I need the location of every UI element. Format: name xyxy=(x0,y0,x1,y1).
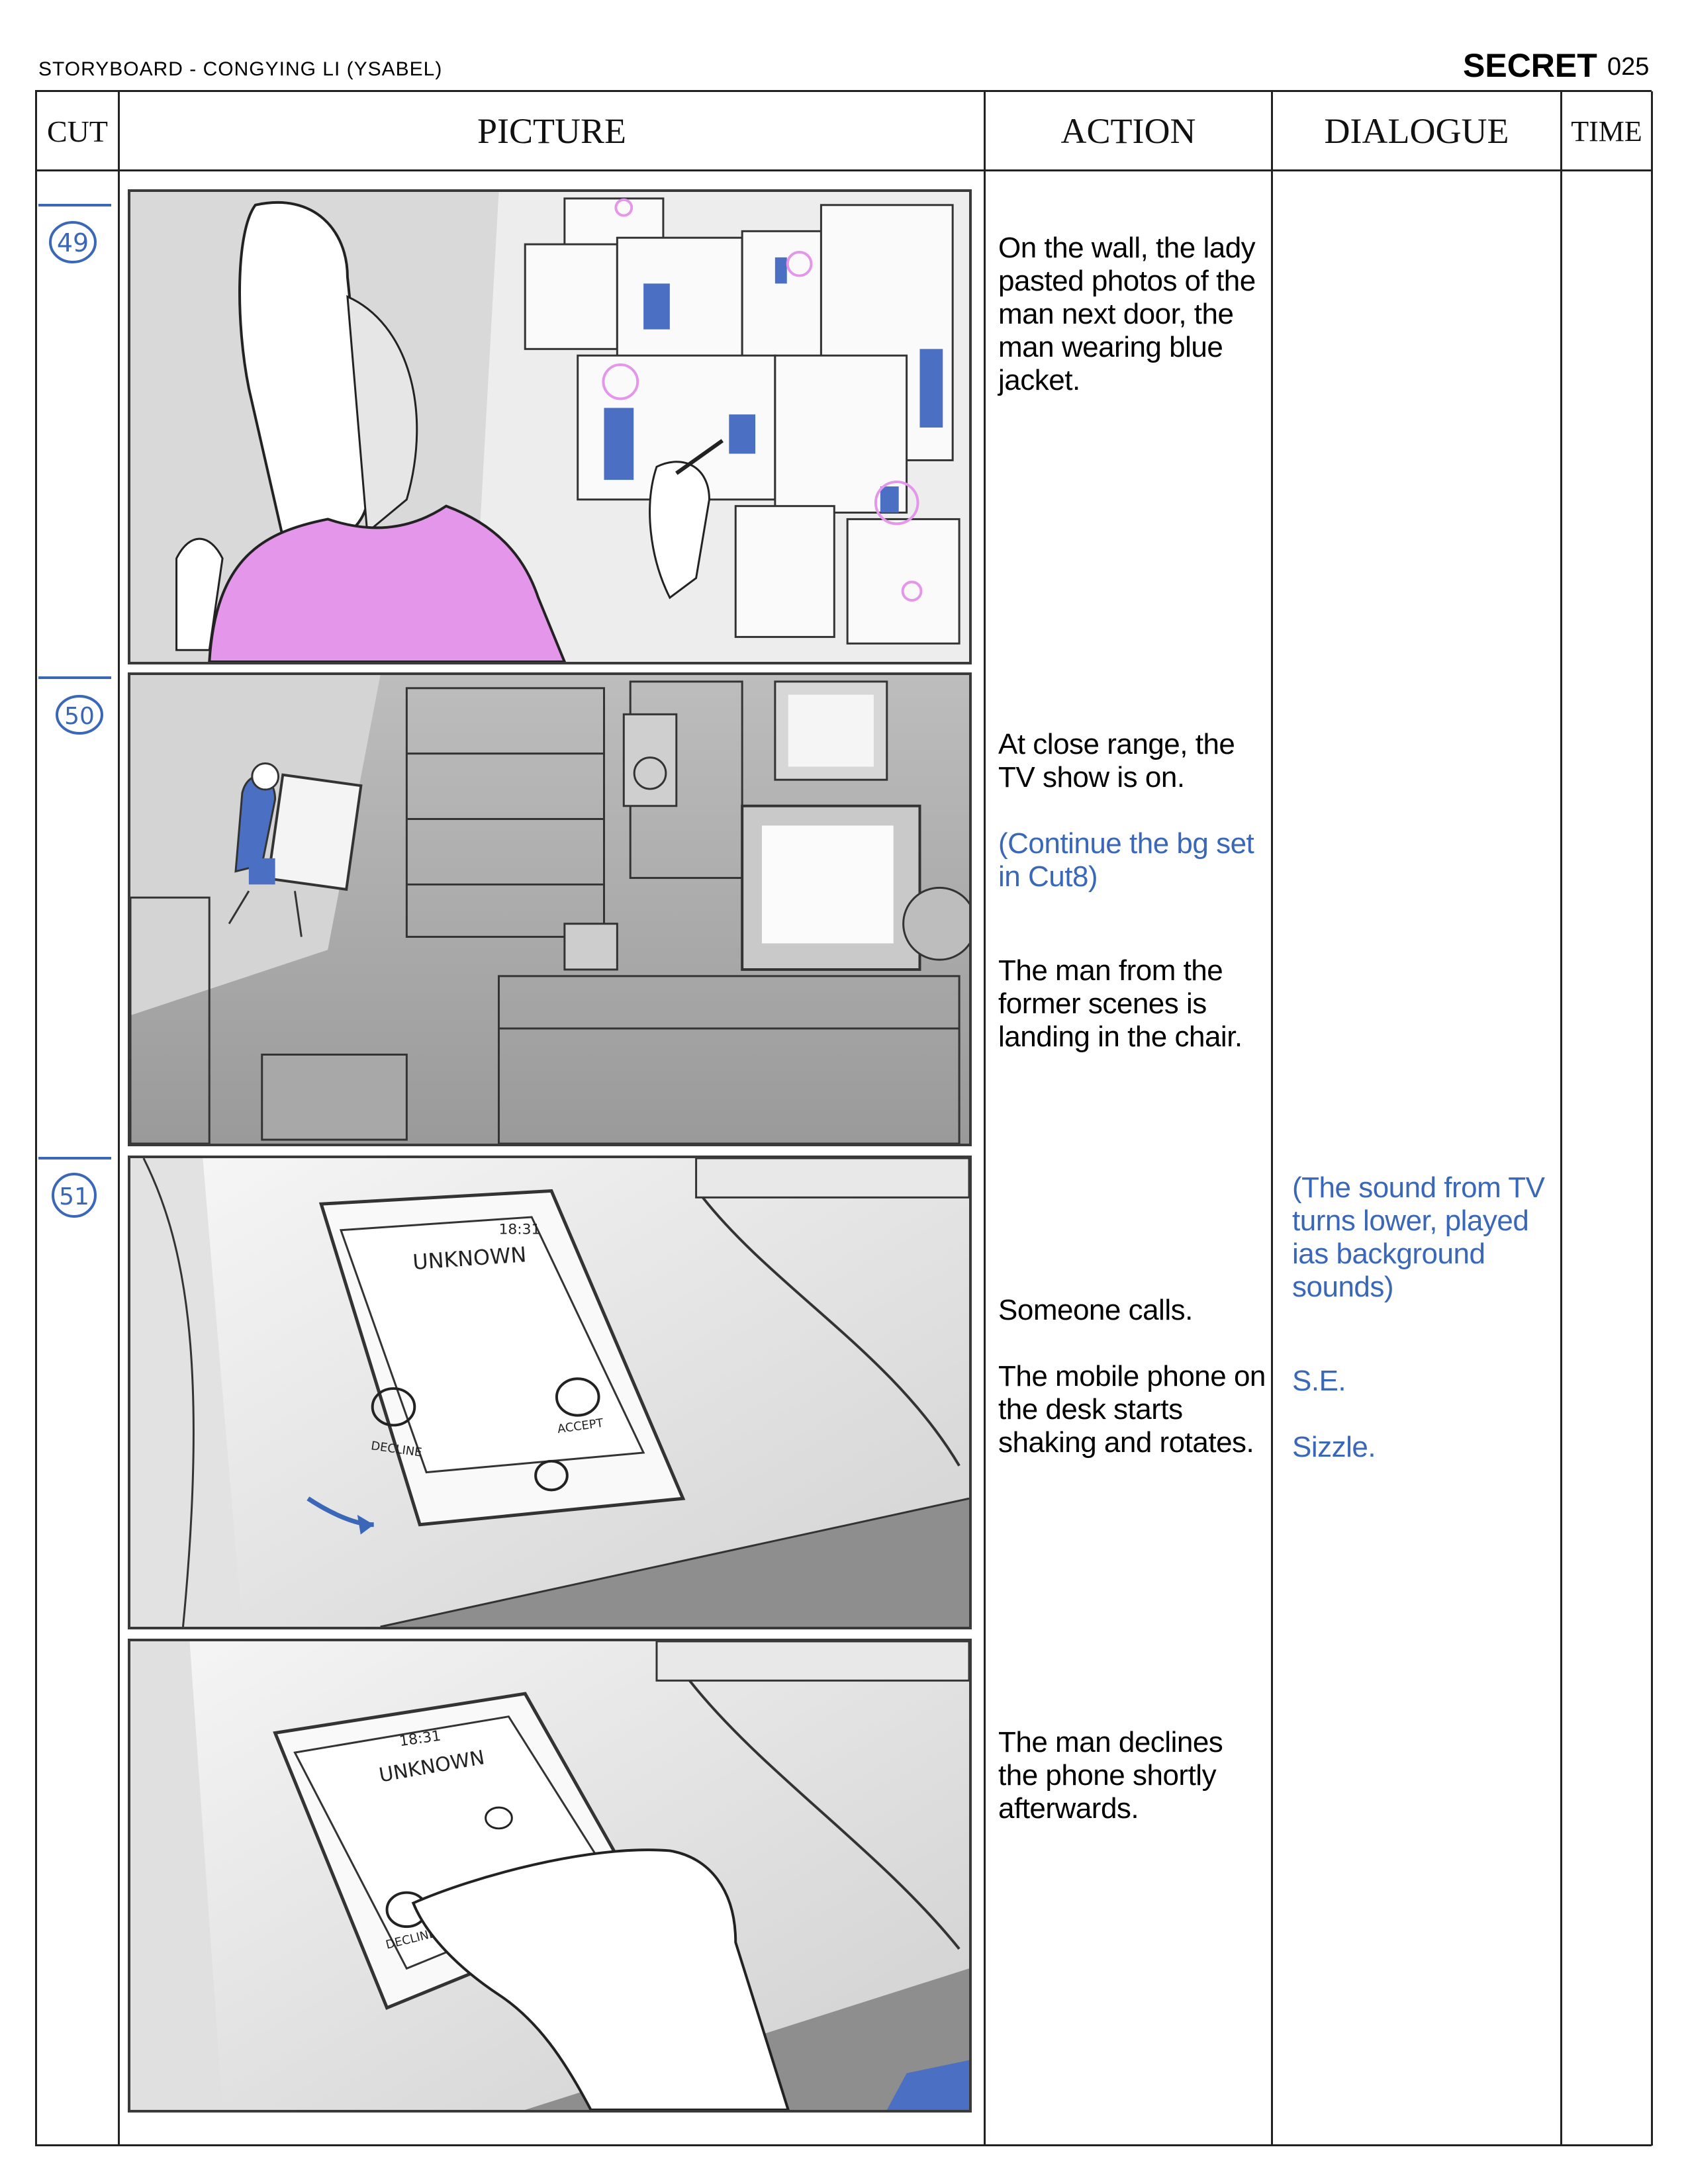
action-cut-51a: Someone calls. The mobile phone on the d… xyxy=(998,1294,1270,1459)
column-header-time: TIME xyxy=(1571,114,1642,148)
cut-marker-51: 51 xyxy=(38,1156,111,1222)
table-right-border xyxy=(1651,91,1653,2146)
column-header-dialogue: DIALOGUE xyxy=(1324,111,1509,151)
cut-marker-50: 50 xyxy=(38,675,111,741)
dialogue-cut-51-se: S.E. xyxy=(1292,1365,1346,1397)
cut-column-divider xyxy=(118,91,120,2146)
panel-cut-51b: 18:31 UNKNOWN DECLINE AC xyxy=(128,1639,972,2113)
dialogue-cut-51: (The sound from TV turns lower, played i… xyxy=(1292,1171,1557,1464)
action-cut-50-line-1: At close range, the TV show is on. xyxy=(998,728,1235,794)
panel-cut-50 xyxy=(128,672,972,1146)
cut-number-50: 50 xyxy=(64,703,95,730)
panel-51a-phone-time: 18:31 xyxy=(498,1222,540,1238)
panel-50-sketch xyxy=(130,675,969,1144)
cut-number-51: 51 xyxy=(59,1183,89,1210)
action-cut-50-note: (Continue the bg set in Cut8) xyxy=(998,827,1254,893)
panel-51b-sketch: 18:31 UNKNOWN DECLINE AC xyxy=(130,1641,969,2110)
page-number: 025 xyxy=(1607,53,1650,81)
panel-51a-sketch: 18:31 UNKNOWN DECLINE ACCEPT xyxy=(130,1158,969,1627)
panel-49-sketch xyxy=(130,192,969,662)
action-cut-50-line-3: The man from the former scenes is landin… xyxy=(998,954,1243,1053)
dialogue-column-divider xyxy=(1560,91,1562,2146)
action-cut-49: On the wall, the lady pasted photos of t… xyxy=(998,232,1270,397)
table-left-border xyxy=(35,91,37,2146)
action-cut-51a-line-2: The mobile phone on the desk starts shak… xyxy=(998,1360,1266,1459)
action-cut-51b-line-1: The man declines the phone shortly after… xyxy=(998,1726,1223,1825)
action-cut-50: At close range, the TV show is on. (Cont… xyxy=(998,728,1270,1054)
header-row-border xyxy=(35,169,1652,171)
column-header-cut: CUT xyxy=(47,114,108,148)
dialogue-cut-51-tv-note: (The sound from TV turns lower, played i… xyxy=(1292,1171,1545,1303)
picture-column-divider xyxy=(984,91,986,2146)
table-top-border xyxy=(35,90,1652,92)
column-header-picture: PICTURE xyxy=(477,111,627,151)
action-column-divider xyxy=(1271,91,1273,2146)
action-cut-51b: The man declines the phone shortly after… xyxy=(998,1726,1270,1825)
dialogue-cut-51-sizzle: Sizzle. xyxy=(1292,1431,1376,1463)
cut-marker-49: 49 xyxy=(38,203,111,269)
panel-cut-49 xyxy=(128,189,972,664)
action-cut-51a-line-1: Someone calls. xyxy=(998,1294,1193,1326)
column-header-action: ACTION xyxy=(1060,111,1196,151)
panel-cut-51a: 18:31 UNKNOWN DECLINE ACCEPT xyxy=(128,1156,972,1629)
action-cut-49-line: On the wall, the lady pasted photos of t… xyxy=(998,232,1256,396)
storyboard-author-label: STORYBOARD - CONGYING LI (YSABEL) xyxy=(38,58,443,80)
project-title: SECRET xyxy=(1463,47,1597,84)
table-bottom-border xyxy=(35,2144,1652,2146)
cut-number-49: 49 xyxy=(57,228,89,257)
